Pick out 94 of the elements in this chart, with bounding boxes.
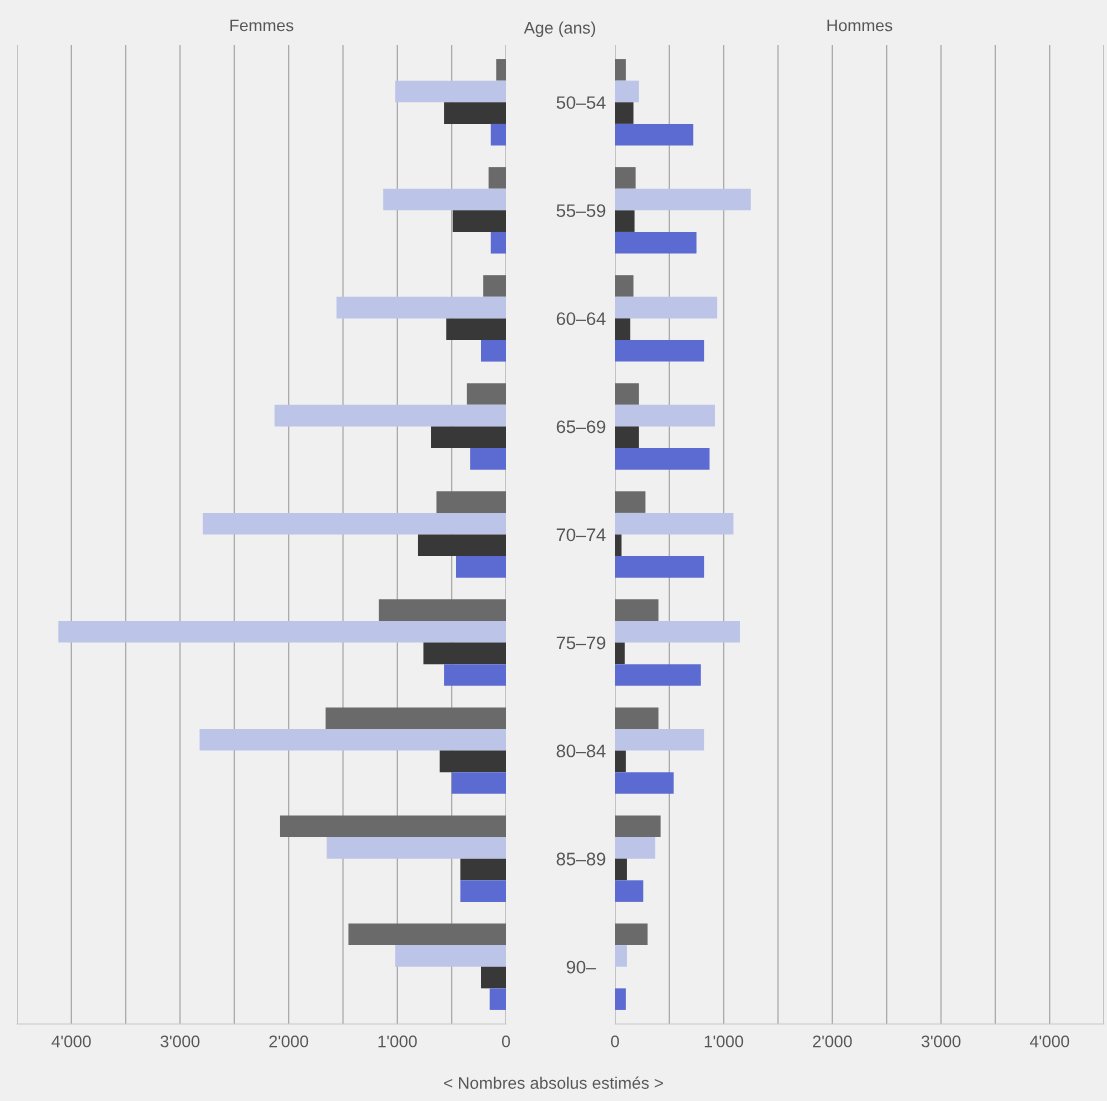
bar	[615, 167, 636, 189]
bar	[615, 556, 705, 578]
bar	[615, 988, 626, 1010]
bar	[615, 599, 659, 621]
bar	[615, 707, 659, 729]
bar	[336, 296, 506, 319]
y-tick-label: 65–69	[556, 420, 606, 434]
x-tick-label: 1'000	[704, 1035, 744, 1048]
bar	[274, 404, 506, 427]
x-tick-label: 2'000	[813, 1035, 852, 1048]
bar	[460, 858, 506, 881]
bar	[436, 491, 506, 513]
y-tick-label: 70–74	[556, 528, 606, 542]
y-axis-title: Age (ans)	[523, 21, 596, 37]
bar	[615, 59, 626, 81]
x-tick-label: 4'000	[51, 1035, 91, 1048]
x-tick-label: 3'000	[921, 1035, 961, 1048]
bar	[615, 858, 627, 881]
bar	[615, 123, 694, 146]
bar	[470, 448, 506, 470]
bar	[444, 102, 506, 124]
bar	[431, 426, 506, 449]
bar	[490, 123, 506, 146]
y-tick-label: 90–	[566, 960, 597, 974]
bar	[615, 296, 718, 319]
bar	[466, 383, 506, 405]
bar	[615, 664, 701, 686]
bar	[325, 707, 506, 729]
bar	[395, 80, 506, 103]
x-tick-label: 0	[611, 1035, 619, 1048]
bar	[481, 340, 506, 362]
bar	[417, 534, 506, 557]
bar	[348, 923, 506, 946]
bar	[395, 945, 506, 967]
y-tick-label: 80–84	[556, 744, 606, 758]
bar	[615, 80, 639, 103]
bar	[496, 59, 506, 81]
bar	[615, 642, 625, 665]
bar	[615, 837, 656, 859]
y-tick-label: 55–59	[556, 204, 606, 218]
bar	[615, 448, 710, 470]
bar	[444, 664, 506, 686]
bar	[202, 512, 506, 535]
y-tick-label: 60–64	[556, 312, 606, 326]
bar	[615, 620, 740, 643]
bar	[615, 231, 697, 254]
x-tick-label: 0	[502, 1035, 510, 1048]
bar	[383, 188, 506, 211]
bar	[615, 534, 622, 557]
bar	[615, 188, 751, 211]
bar	[615, 945, 627, 967]
bar	[279, 815, 506, 838]
chart-title: Femmes	[230, 19, 294, 32]
bar	[615, 426, 639, 449]
y-tick-label: 50–54	[556, 96, 606, 109]
bar	[488, 167, 506, 189]
text: < Nombres absolus estimés >	[444, 1076, 663, 1089]
x-tick-label: 4'000	[1029, 1035, 1070, 1048]
bar	[615, 102, 634, 124]
bar	[615, 340, 705, 362]
bar	[439, 750, 506, 773]
bar	[615, 491, 646, 513]
bar	[615, 880, 644, 902]
x-tick-label: 1'000	[378, 1035, 417, 1048]
bar	[58, 620, 506, 643]
bar	[615, 729, 705, 751]
bar	[460, 880, 506, 902]
bar	[452, 210, 506, 232]
y-tick-label: 75–79	[556, 636, 606, 650]
bar	[615, 318, 631, 340]
bar	[326, 837, 506, 859]
bar	[378, 599, 506, 621]
bar	[615, 210, 635, 232]
bar	[199, 729, 506, 751]
chart-title: Hommes	[827, 19, 893, 32]
bar	[615, 383, 639, 405]
bar	[615, 772, 674, 794]
bar	[456, 556, 506, 578]
x-tick-label: 2'000	[269, 1035, 309, 1048]
bar	[615, 275, 634, 297]
bar	[481, 966, 506, 989]
bar	[490, 231, 506, 254]
bar	[446, 318, 506, 340]
bar	[615, 923, 648, 946]
x-tick-label: 3'000	[160, 1035, 200, 1048]
bar	[483, 275, 506, 297]
bar	[615, 815, 661, 838]
bar	[489, 988, 506, 1010]
bar	[615, 404, 715, 427]
bar	[615, 750, 626, 773]
bar	[423, 642, 506, 665]
bar	[451, 772, 506, 794]
y-tick-label: 85–89	[556, 852, 606, 866]
bar	[615, 512, 734, 535]
